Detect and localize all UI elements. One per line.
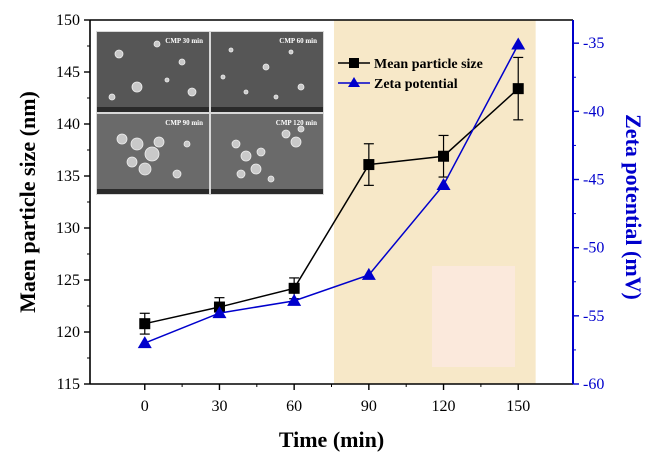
sem-particle [240,150,252,162]
sem-particle [236,169,246,179]
sem-particle [164,77,170,83]
sem-particle [273,94,279,100]
sem-panel-label: CMP 30 min [165,37,203,45]
legend-marker-triangle [348,77,360,87]
legend: Mean particle size Zeta potential [338,57,483,92]
sem-scalebar-strip [211,107,323,112]
x-tick-label: 150 [506,398,530,415]
sem-inset: CMP 30 min CMP 60 min CMP 90 min CMP 120 mi… [96,31,324,195]
sem-panel-label: CMP 120 min [276,119,317,127]
sem-particle [126,156,138,168]
sem-particle [172,169,182,179]
series-line-zeta-potential [144,44,519,344]
sem-particle [290,136,302,148]
sem-particle [183,140,191,148]
sem-particle [108,93,116,101]
sem-panel-label: CMP 60 min [279,37,317,45]
sem-particle [250,163,262,175]
right-tick-label: -45 [583,172,604,189]
left-tick-label: 130 [56,220,80,237]
series-line-particle-size [144,88,519,325]
shaded-inner-box [432,266,515,367]
data-point-zeta-potential [361,267,376,280]
right-tick-label: -40 [583,103,604,120]
sem-particle [267,175,275,183]
sem-particle [281,129,291,139]
series-layer [137,37,526,349]
x-tick-label: 0 [141,398,149,415]
left-tick-label: 145 [56,64,80,81]
data-point-particle-size [512,83,524,95]
sem-particle [130,137,144,151]
sem-particle [297,125,305,133]
right-tick-label: -55 [583,308,604,325]
sem-particle [231,139,241,149]
sem-particle [243,89,249,95]
sem-particle [178,58,186,66]
axes: 115 120 125 130 135 140 145 150 -60 -55 -50 -45 -40 -… [56,12,604,415]
data-point-zeta-potential [137,336,152,349]
data-point-zeta-potential [287,293,302,306]
sem-particle [153,40,161,48]
sem-particle [114,49,124,59]
sem-particle [256,147,266,157]
x-axis-title: Time (min) [279,427,384,452]
sem-panel [211,32,323,112]
sem-particle [116,133,128,145]
data-point-particle-size [288,282,300,294]
data-point-particle-size [363,159,375,171]
right-tick-label: -50 [583,240,604,257]
legend-label: Mean particle size [374,57,483,72]
right-axis-title: Zeta potential (mV) [621,114,646,300]
data-point-particle-size [438,150,450,162]
x-tick-label: 60 [286,398,302,415]
sem-particle [262,63,270,71]
x-tick-label: 120 [432,398,456,415]
x-tick-label: 30 [211,398,227,415]
sem-particle [228,47,234,53]
legend-marker-square [349,58,359,68]
axis-titles: Time (min) Maen particle size (nm) Zeta po… [15,91,646,452]
data-point-zeta-potential [212,306,227,319]
sem-panel [211,114,323,194]
sem-scalebar-strip [211,189,323,194]
x-tick-label: 90 [361,398,377,415]
sem-panel-label: CMP 90 min [165,119,203,127]
left-tick-label: 125 [56,272,80,289]
left-tick-label: 120 [56,324,80,341]
sem-particle [220,74,226,80]
data-point-zeta-potential [436,177,451,190]
left-tick-label: 135 [56,168,80,185]
left-tick-label: 150 [56,12,80,29]
sem-particle [153,136,165,148]
sem-particle [297,83,305,91]
sem-scalebar-strip [97,189,209,194]
sem-scalebar-strip [97,107,209,112]
sem-particle [288,49,294,55]
shade-layer [333,20,536,384]
left-tick-label: 115 [57,376,80,393]
right-tick-label: -60 [583,376,604,393]
right-tick-label: -35 [583,35,604,52]
sem-particle [187,87,197,97]
left-axis-title: Maen particle size (nm) [15,91,40,313]
data-point-particle-size [139,318,151,330]
legend-label: Zeta potential [374,77,458,92]
sem-panel [97,32,209,112]
sem-particle [144,146,160,162]
sem-particle [138,162,152,176]
left-tick-label: 140 [56,116,80,133]
data-point-zeta-potential [511,37,526,50]
sem-particle [131,81,143,93]
